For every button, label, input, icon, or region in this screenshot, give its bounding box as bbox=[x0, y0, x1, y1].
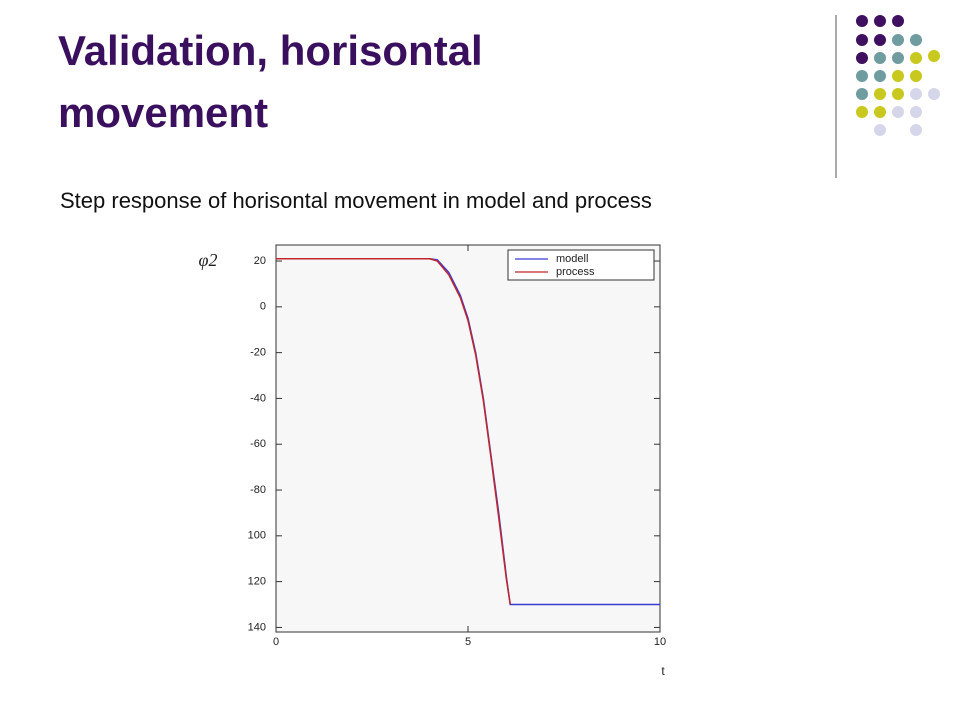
y-tick-label: -20 bbox=[250, 347, 266, 359]
y-tick-label: 120 bbox=[248, 576, 266, 588]
series-line bbox=[276, 257, 511, 605]
plot-area bbox=[275, 244, 661, 633]
legend-label: modell bbox=[556, 253, 588, 265]
legend-label: process bbox=[556, 266, 595, 278]
slide-text: Step response of horisontal movement in … bbox=[60, 188, 652, 213]
y-axis-label: φ2 bbox=[199, 250, 218, 270]
decoration-dots bbox=[856, 15, 940, 136]
y-tick-label: 100 bbox=[248, 530, 266, 542]
y-tick-label: 140 bbox=[248, 621, 266, 633]
y-tick-label: -60 bbox=[250, 438, 266, 450]
x-axis-label: t bbox=[661, 664, 665, 678]
x-tick-label: 10 bbox=[654, 636, 666, 648]
y-tick-label: -80 bbox=[250, 484, 266, 496]
y-tick-label: 20 bbox=[254, 255, 266, 267]
legend-box bbox=[507, 249, 655, 281]
y-tick-label: 0 bbox=[260, 301, 266, 313]
x-tick-label: 0 bbox=[273, 636, 279, 648]
slide-title: Validation, horisontal movement bbox=[58, 27, 483, 136]
x-tick-label: 5 bbox=[465, 636, 471, 648]
y-tick-label: -40 bbox=[250, 392, 266, 404]
